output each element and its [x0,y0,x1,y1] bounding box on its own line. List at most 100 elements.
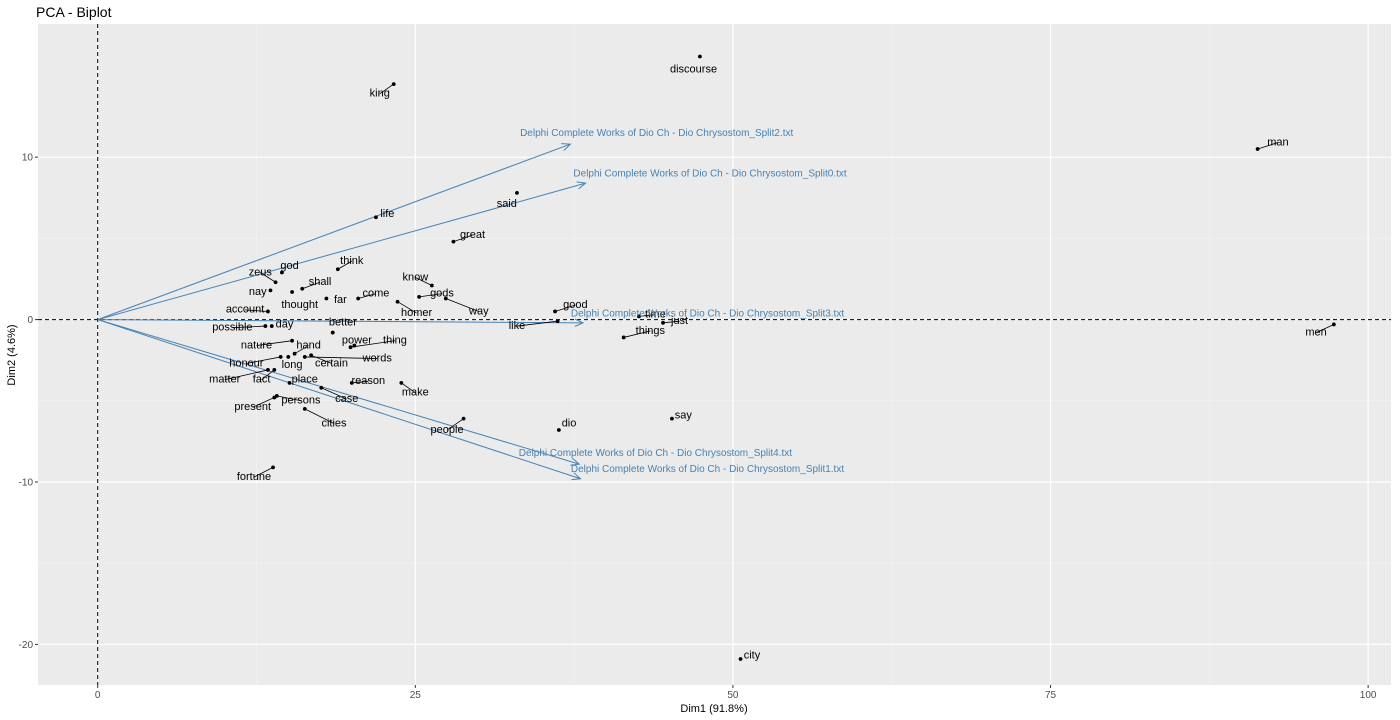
variable-arrowhead [574,318,585,327]
point-label-persons: persons [281,395,321,407]
point-gods [417,294,422,299]
point-matter [266,368,270,372]
axis-ticks: 0 25 50 75 100 -20 -10 0 10 [19,153,1377,701]
point-label-certain: certain [315,357,348,369]
point-label-know: know [402,271,428,283]
label-connector [663,320,680,324]
point-nay [268,288,273,293]
point-label-way: way [468,305,489,317]
y-tick-label: 10 [22,153,34,164]
point-come [356,296,361,301]
point-label-come: come [362,288,389,300]
variable-arrowhead [561,143,572,151]
label-connector [401,382,416,393]
y-tick-label: -10 [19,477,34,488]
point-zeus [273,280,278,285]
label-connector [310,354,332,364]
point-label-far: far [334,294,347,306]
variable-label: Delphi Complete Works of Dio Ch - Dio Ch… [573,169,846,180]
variable-arrow [97,143,571,321]
point-far [324,296,329,301]
point-words [302,355,307,359]
label-connector [379,83,394,95]
point-label-long: long [282,359,303,371]
label-connector [260,272,276,283]
point-labels: discoursekingmansaidlifegreatthinkzeusgo… [209,63,1327,661]
point-god [280,270,284,275]
variable-label: Delphi Complete Works of Dio Ch - Dio Ch… [520,128,793,139]
point-label-homer: homer [401,307,433,319]
point-said [515,191,519,195]
label-connector [224,369,269,381]
label-connector [252,397,275,408]
point-homer [395,299,400,304]
label-connector [232,325,266,329]
variable-arrow [97,319,581,480]
reference-lines [38,24,1391,685]
variable-label: Delphi Complete Works of Dio Ch - Dio Ch… [571,464,844,475]
y-tick-label: 0 [27,315,33,326]
point-label-shall: shall [309,276,332,288]
point-label-things: things [636,325,666,337]
x-tick-label: 25 [410,690,422,701]
point-label-cities: cities [321,417,347,429]
point-label-present: present [234,401,271,413]
variable-arrowhead [571,472,582,481]
point-men [1331,322,1336,327]
point-like [555,319,560,324]
point-think [335,267,340,272]
label-connectors [224,83,1334,478]
label-connector [623,330,651,338]
point-fortune [271,465,275,470]
point-account [266,309,270,314]
label-connector [1257,142,1279,150]
point-long [286,355,291,359]
point-label-nature: nature [241,339,272,351]
label-connector [256,340,293,346]
variable-arrow [97,319,584,324]
point-label-zeus: zeus [249,266,273,278]
label-connector [445,298,479,312]
point-label-account: account [226,304,265,316]
point-just [661,320,665,325]
label-connector [446,418,464,431]
point-things [621,335,626,340]
point-label-hand: hand [296,339,320,351]
point-shall [300,286,305,291]
point-hand [292,351,297,356]
point-fact [272,368,277,372]
point-label-honour: honour [229,357,264,369]
label-connector [397,301,417,314]
point-life [374,215,378,220]
point-thing [348,345,353,350]
variable-label: Delphi Complete Works of Dio Ch - Dio Ch… [571,308,844,319]
point-way [443,296,448,301]
point-great [451,239,456,244]
point-better [330,330,335,335]
point-power [352,343,357,348]
label-connector [358,293,377,299]
point-label-better: better [329,317,357,329]
point-label-discourse: discourse [670,63,717,75]
label-connector [253,467,274,478]
x-tick-label: 50 [727,690,739,701]
point-place [287,381,292,385]
label-connector [554,304,576,312]
point-present [272,395,277,400]
point-cities [302,407,307,411]
label-connector [246,356,281,364]
point-label-men: men [1305,326,1326,338]
label-connector [321,387,347,400]
point-label-people: people [431,424,464,436]
point-people [461,416,466,421]
point-nature [290,338,294,343]
point-label-like: like [509,320,526,332]
point-say [670,416,674,421]
label-connector [337,260,352,270]
label-connector [294,345,309,355]
label-connector [350,340,396,348]
label-connector [516,320,558,327]
point-time [637,314,641,319]
point-label-reason: reason [351,375,385,387]
plot-panel [38,24,1391,685]
